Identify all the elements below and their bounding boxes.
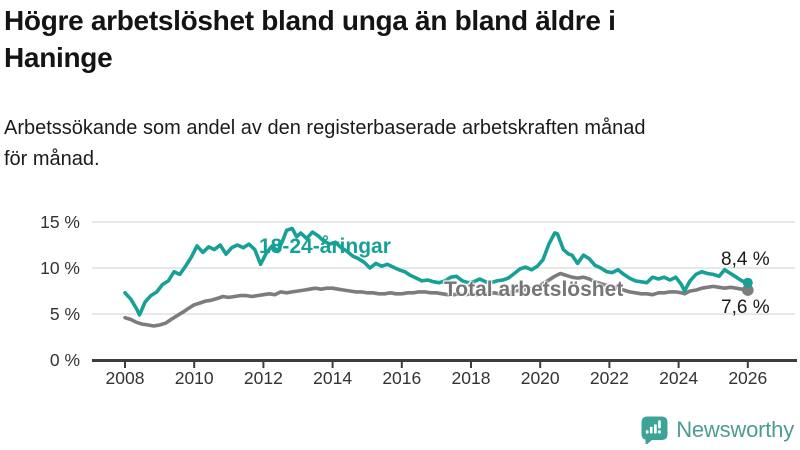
series-label-total: Total arbetslöshet	[444, 278, 624, 301]
x-axis-label: 2014	[313, 368, 352, 388]
series-line-total	[123, 271, 750, 328]
subtitle-line-1: Arbetssökande som andel av den registerb…	[4, 117, 646, 139]
y-axis-label: 15 %	[40, 212, 80, 232]
x-axis-label: 2022	[590, 368, 629, 388]
y-axis-label: 0 %	[50, 350, 80, 370]
x-axis-label: 2010	[175, 368, 214, 388]
bar-chart-speech-bubble-icon	[641, 416, 668, 444]
x-axis-label: 2020	[521, 368, 560, 388]
end-value-total: 7,6 %	[721, 297, 770, 318]
series-line-young	[123, 226, 750, 317]
end-value-young: 8,4 %	[721, 249, 770, 270]
endpoint-dot-young	[742, 277, 753, 288]
page-title: Högre arbetslöshet bland unga än bland ä…	[4, 2, 784, 76]
y-axis-label: 10 %	[40, 258, 80, 278]
y-axis-label: 5 %	[50, 304, 80, 324]
x-axis-label: 2018	[452, 368, 491, 388]
brand-name: Newsworthy	[676, 417, 794, 442]
title-line-1: Högre arbetslöshet bland unga än bland ä…	[4, 5, 616, 36]
x-axis-label: 2016	[382, 368, 421, 388]
title-line-2: Haninge	[4, 42, 113, 73]
x-axis-label: 2008	[106, 368, 145, 388]
subtitle-line-2: för månad.	[4, 148, 100, 170]
chart-subtitle: Arbetssökande som andel av den registerb…	[4, 113, 794, 175]
newsworthy-logo[interactable]: Newsworthy	[641, 416, 794, 444]
x-axis-label: 2024	[659, 368, 698, 388]
x-axis-label: 2012	[244, 368, 283, 388]
series-label-young: 18-24-åringar	[259, 235, 391, 258]
x-axis-label: 2026	[728, 368, 767, 388]
endpoint-dot-total	[742, 284, 754, 296]
